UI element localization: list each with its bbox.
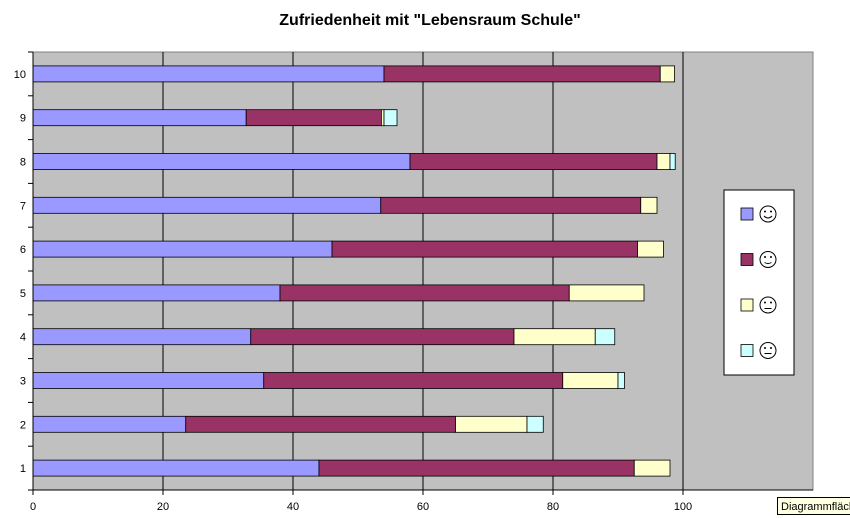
bar-segment-series3-cat5[interactable] (568, 284, 645, 302)
x-tick-label: 100 (674, 501, 692, 513)
bar-segment-series3-cat10[interactable] (659, 65, 675, 83)
bar-segment-series1-cat1[interactable] (32, 459, 320, 477)
y-tick-label: 4 (20, 332, 26, 344)
y-tick-label: 6 (20, 244, 26, 256)
bar-segment-series2-cat6[interactable] (331, 240, 638, 258)
bars (32, 65, 676, 477)
y-tick-label: 5 (20, 288, 26, 300)
bar-segment-series3-cat4[interactable] (513, 328, 596, 346)
bar-segment-series2-cat4[interactable] (250, 328, 515, 346)
x-tick-label: 20 (157, 501, 169, 513)
bar-segment-series2-cat1[interactable] (318, 459, 635, 477)
bar-segment-series1-cat3[interactable] (32, 372, 265, 389)
legend-swatch (740, 298, 754, 312)
bar-segment-series2-cat5[interactable] (279, 284, 570, 302)
bar-segment-series1-cat2[interactable] (32, 415, 187, 433)
y-tick-label: 7 (20, 200, 26, 212)
legend-entry-happy-face (740, 205, 777, 223)
bar-segment-series2-cat10[interactable] (383, 65, 661, 83)
bar-segment-series3-cat6[interactable] (637, 240, 664, 258)
bar-segment-series2-cat2[interactable] (185, 415, 456, 433)
x-tick-label: 80 (547, 501, 559, 513)
bar-segment-series1-cat9[interactable] (32, 109, 247, 127)
bar-segment-series4-cat8[interactable] (669, 153, 676, 170)
legend-entry-neutral-face (740, 296, 777, 314)
unhappy-face-icon (759, 342, 777, 359)
bar-segment-series4-cat3[interactable] (617, 372, 625, 389)
chart-title: Zufriedenheit mit "Lebensraum Schule" (279, 12, 581, 29)
bar-segment-series1-cat6[interactable] (32, 240, 333, 258)
bar-segment-series3-cat8[interactable] (656, 153, 671, 170)
bar-segment-series1-cat5[interactable] (32, 284, 281, 302)
legend-swatch (740, 253, 754, 266)
bar-segment-series1-cat8[interactable] (32, 153, 411, 170)
bar-segment-series2-cat8[interactable] (409, 153, 658, 170)
bar-segment-series3-cat2[interactable] (455, 415, 528, 433)
y-tick-label: 2 (20, 419, 26, 431)
bar-segment-series4-cat9[interactable] (383, 109, 398, 127)
y-tick-label: 8 (20, 157, 26, 169)
legend-box (723, 189, 795, 376)
legend-swatch (740, 344, 754, 357)
bar-segment-series1-cat4[interactable] (32, 328, 252, 346)
y-tick-label: 1 (20, 463, 26, 475)
bar-segment-series2-cat3[interactable] (263, 372, 564, 389)
smiling-face-icon (759, 251, 777, 268)
x-tick-label: 0 (30, 501, 36, 513)
legend-swatch (740, 207, 754, 221)
legend-entry-unhappy-face (740, 342, 777, 359)
y-tick-label: 10 (14, 69, 26, 81)
happy-face-icon (759, 205, 777, 223)
y-tick-label: 9 (20, 113, 26, 125)
legend-entry-smiling-face (740, 251, 777, 268)
bar-segment-series1-cat10[interactable] (32, 65, 385, 83)
bar-segment-series2-cat9[interactable] (245, 109, 382, 127)
x-tick-label: 40 (287, 501, 299, 513)
bar-segment-series4-cat2[interactable] (526, 415, 544, 433)
chart-area-tooltip: Diagrammfläche (777, 497, 850, 515)
legend (723, 189, 795, 376)
bar-segment-series1-cat7[interactable] (32, 196, 382, 214)
bar-segment-series4-cat4[interactable] (594, 328, 616, 346)
y-tick-label: 3 (20, 376, 26, 388)
bar-segment-series3-cat1[interactable] (633, 459, 671, 477)
neutral-face-icon (759, 296, 777, 314)
x-tick-label: 60 (417, 501, 429, 513)
bar-segment-series3-cat7[interactable] (640, 196, 658, 214)
axes: 0 20 40 60 80 100 1 2 3 4 5 6 7 8 9 10 (14, 51, 813, 513)
bar-segment-series3-cat3[interactable] (562, 372, 619, 389)
bar-segment-series2-cat7[interactable] (380, 196, 642, 214)
